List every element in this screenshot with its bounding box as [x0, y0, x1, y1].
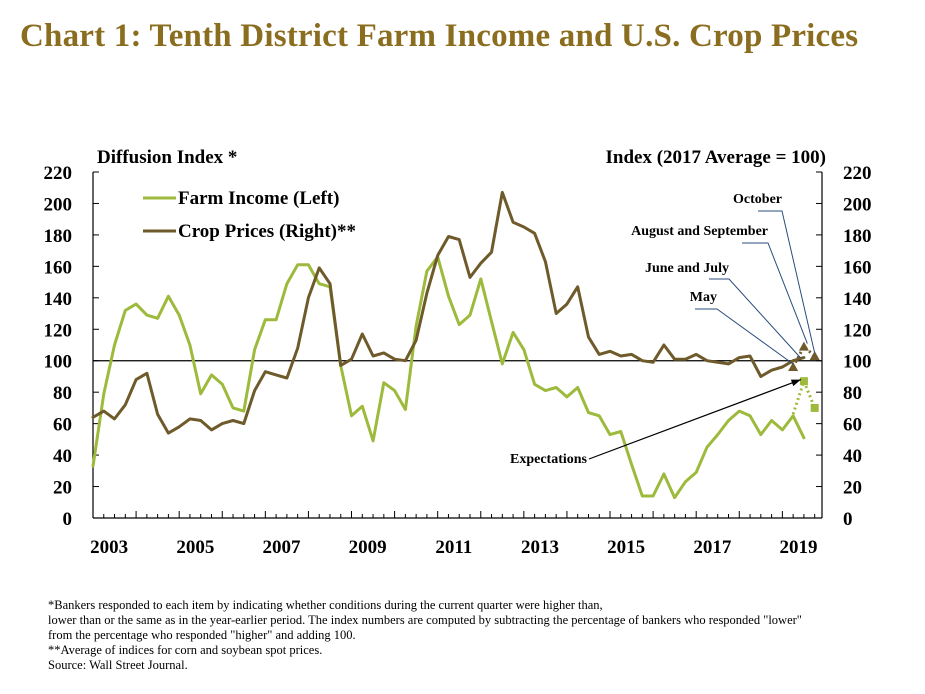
crop-prices-expectation-point [809, 351, 820, 361]
footnote-line: Source: Wall Street Journal. [48, 658, 188, 672]
left-tick-label: 100 [44, 352, 73, 373]
annotation-pointer [709, 278, 801, 359]
x-tick-label: 2007 [262, 537, 301, 558]
footnote-line: lower than or the same as in the year-ea… [48, 613, 802, 627]
right-tick-label: 180 [843, 226, 872, 247]
legend-label: Farm Income (Left) [178, 188, 339, 209]
annotation-pointer [758, 210, 816, 354]
x-tick-label: 2003 [90, 537, 128, 558]
series-lines [91, 190, 806, 500]
x-tick-label: 2015 [607, 537, 645, 558]
right-tick-label: 200 [843, 194, 872, 215]
chart-title: Chart 1: Tenth District Farm Income and … [20, 18, 859, 54]
annotation-pointer [742, 242, 808, 344]
x-tick-label: 2017 [693, 537, 732, 558]
right-tick-label: 40 [843, 446, 862, 467]
left-tick-label: 160 [44, 257, 73, 278]
expectation-markers [788, 341, 820, 415]
left-tick-label: 60 [53, 415, 72, 436]
right-tick-label: 80 [843, 383, 862, 404]
footnote-line: *Bankers responded to each item by indic… [48, 598, 603, 612]
right-axis-title: Index (2017 Average = 100) [605, 147, 826, 168]
plot-frame [92, 172, 823, 519]
left-tick-label: 140 [44, 289, 73, 310]
crop-prices-expectation-point [788, 362, 799, 372]
right-tick-label: 60 [843, 415, 862, 436]
annotations: May June and July August and September Octo… [510, 192, 816, 467]
x-tick-label: 2019 [780, 537, 818, 558]
left-tick-label: 20 [53, 478, 72, 499]
farm-income-expectation-line [791, 376, 817, 415]
left-tick-label: 200 [44, 194, 73, 215]
right-tick-label: 0 [843, 509, 853, 530]
x-tick-label: 2011 [435, 537, 472, 558]
left-tick-label: 120 [44, 320, 73, 341]
footnote-line: from the percentage who responded "highe… [48, 628, 356, 642]
axis-ticks: 0 0 20 20 40 40 60 60 80 80 100 100 120 120 140 140 160 1… [44, 163, 872, 558]
annotation-label: October [733, 192, 782, 207]
annotation-label: June and July [645, 261, 729, 276]
x-tick-label: 2005 [176, 537, 214, 558]
crop-prices-line [91, 190, 806, 435]
left-tick-label: 80 [53, 383, 72, 404]
legend-label: Crop Prices (Right)** [178, 221, 356, 242]
annotation-label: August and September [631, 224, 768, 239]
x-tick-label: 2013 [521, 537, 559, 558]
right-tick-label: 220 [843, 163, 872, 184]
left-tick-label: 180 [44, 226, 73, 247]
footnote-line: **Average of indices for corn and soybea… [48, 643, 323, 657]
left-axis-title: Diffusion Index * [97, 147, 237, 168]
right-tick-label: 160 [843, 257, 872, 278]
legend: Farm Income (Left) Crop Prices (Right)** [143, 188, 356, 242]
right-tick-label: 140 [843, 289, 872, 310]
left-tick-label: 0 [63, 509, 73, 530]
right-tick-label: 100 [843, 352, 872, 373]
expectations-arrow-head [790, 379, 801, 387]
annotation-label: May [690, 290, 717, 305]
right-tick-label: 120 [843, 320, 872, 341]
farm-income-expectation-point [810, 403, 819, 412]
farm-income-expectation-point [799, 377, 808, 386]
crop-prices-expectation-point [798, 341, 809, 351]
expectations-label: Expectations [510, 452, 588, 467]
footnotes: *Bankers responded to each item by indic… [48, 598, 908, 673]
left-tick-label: 40 [53, 446, 72, 467]
annotation-pointer [695, 308, 794, 365]
expectations-arrow-line [588, 379, 802, 460]
left-tick-label: 220 [44, 163, 73, 184]
right-tick-label: 20 [843, 478, 862, 499]
farm-income-line [91, 255, 806, 500]
x-tick-label: 2009 [349, 537, 387, 558]
